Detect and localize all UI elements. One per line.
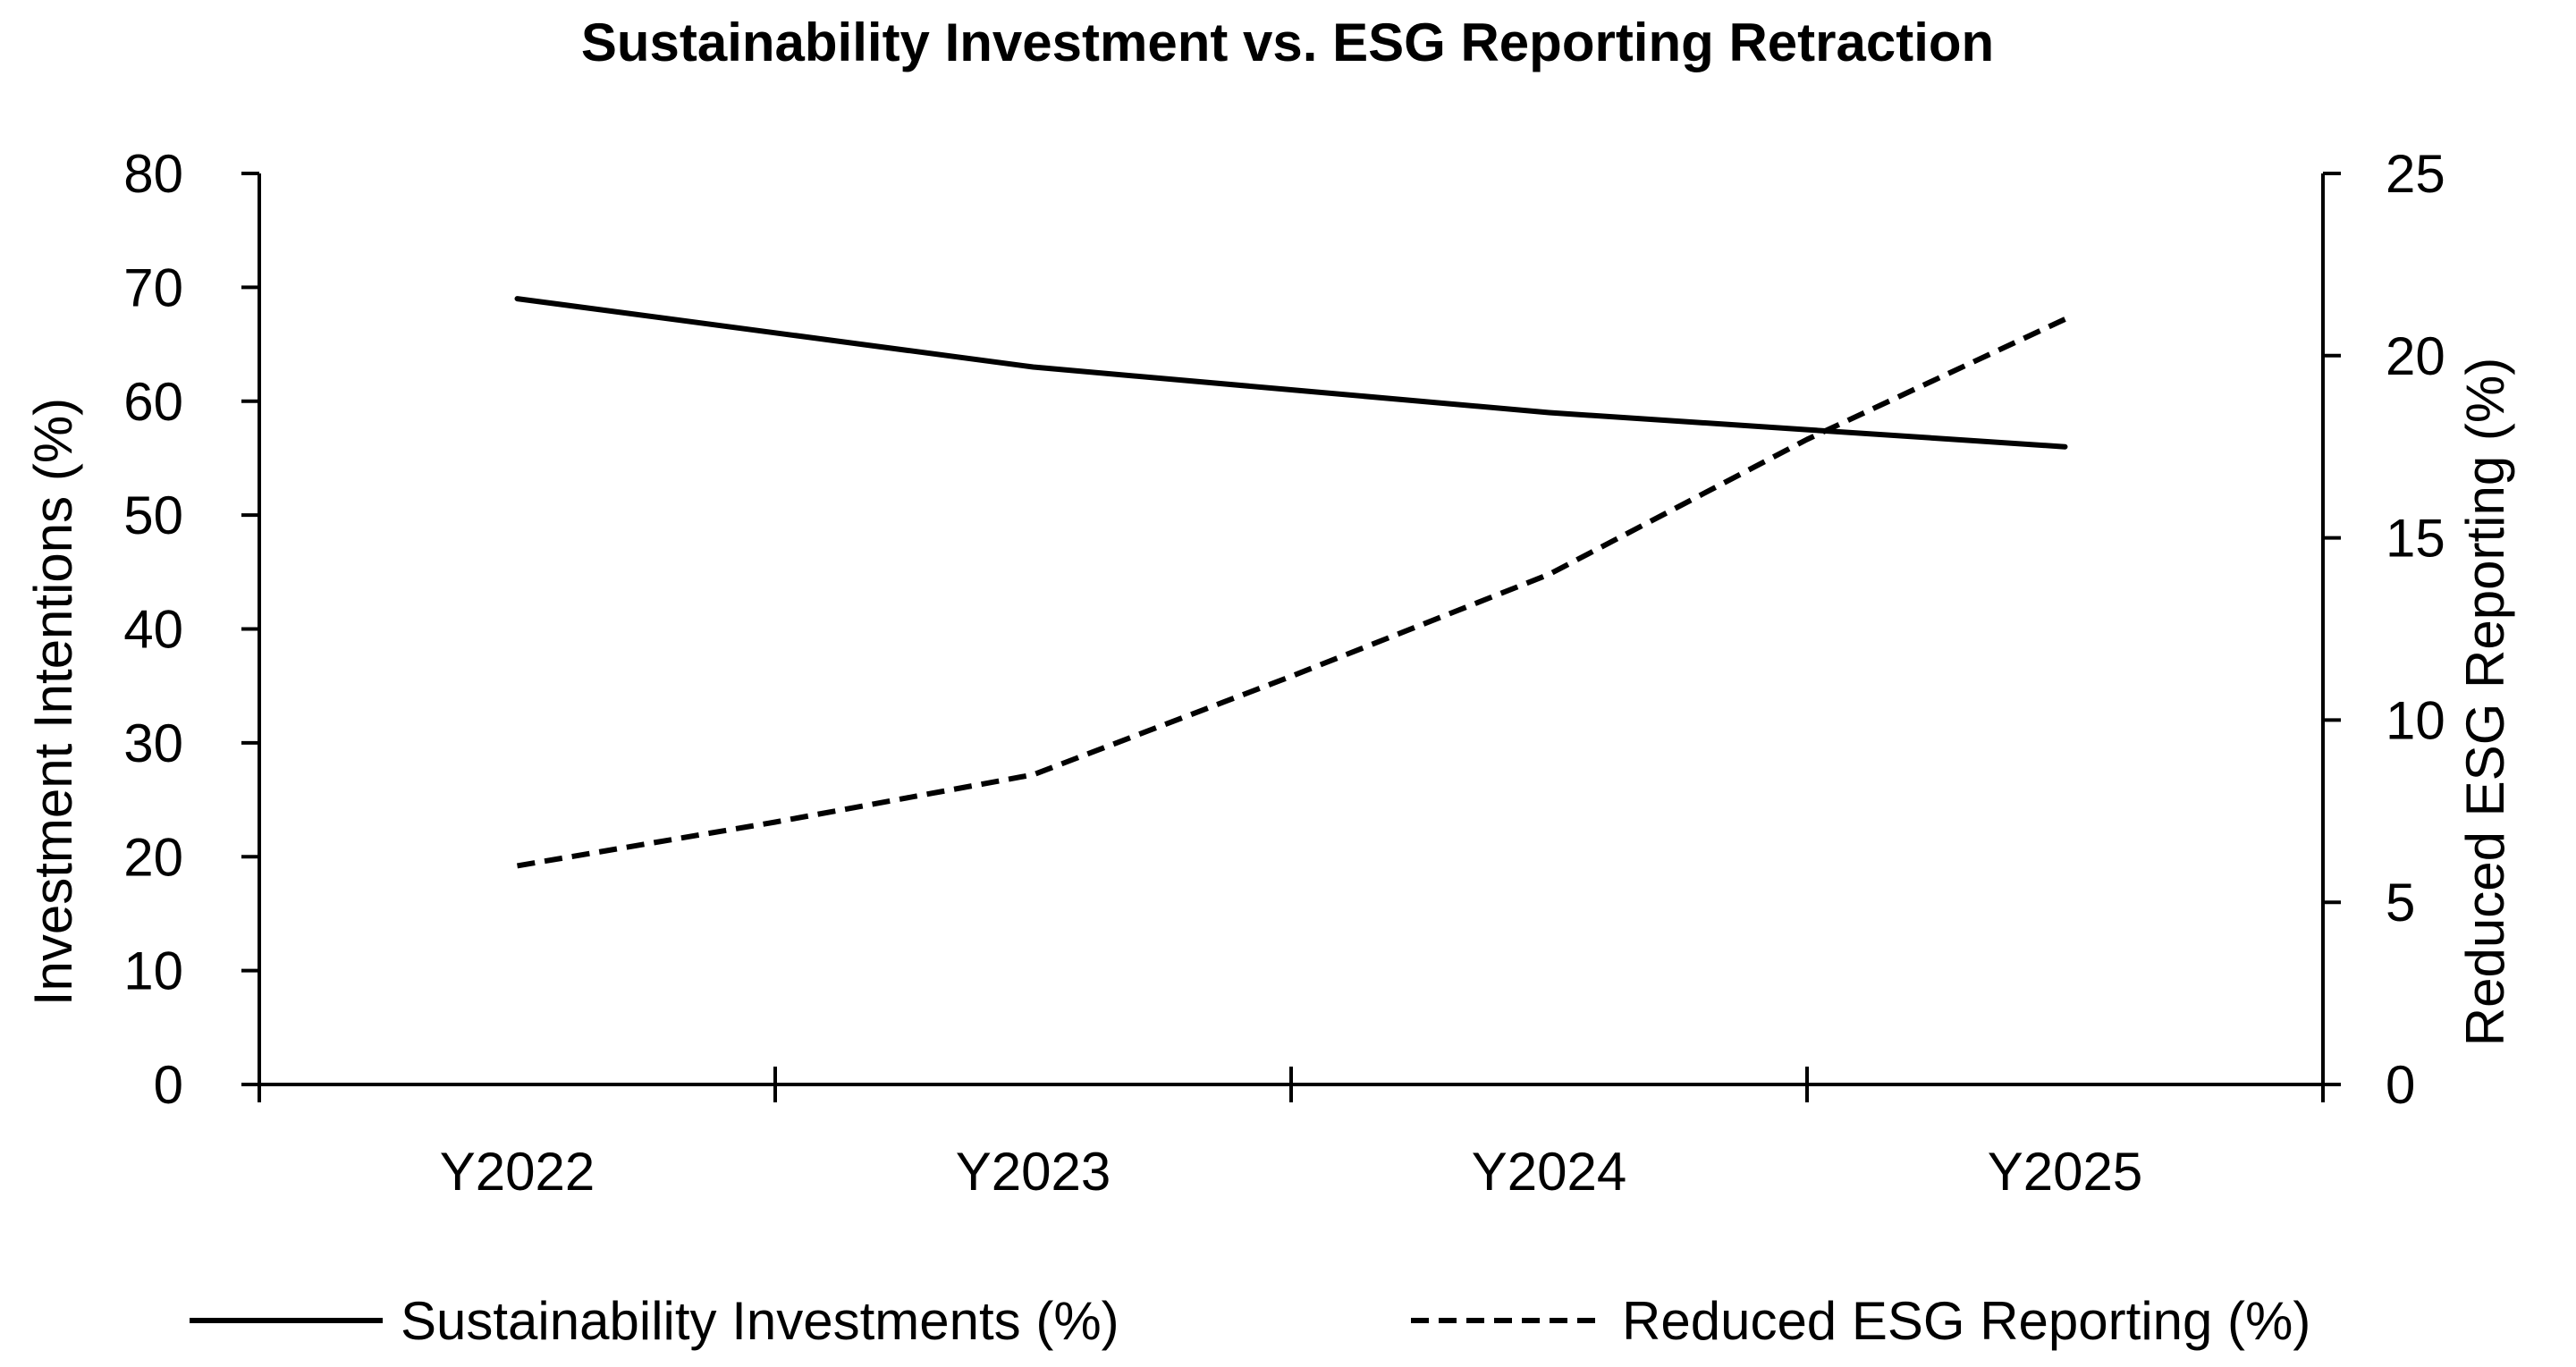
left-y-tick-label: 80 xyxy=(123,144,183,204)
right-axis-title-group: Reduced ESG Reporting (%) xyxy=(2455,358,2515,1046)
legend-label-sustainability-investments: Sustainability Investments (%) xyxy=(401,1291,1119,1351)
left-y-tick-label: 60 xyxy=(123,372,183,432)
x-tick-label: Y2023 xyxy=(956,1142,1111,1202)
series-layer xyxy=(514,296,2068,869)
right-y-tick-label: 20 xyxy=(2386,326,2445,386)
left-y-tick-label: 30 xyxy=(123,713,183,773)
right-y-tick-label: 0 xyxy=(2386,1055,2415,1115)
legend: Sustainability Investments (%) Reduced ES… xyxy=(190,1291,2310,1351)
left-y-tick-label: 40 xyxy=(123,600,183,660)
legend-label-reduced-esg-reporting: Reduced ESG Reporting (%) xyxy=(1622,1291,2310,1351)
x-tick-label: Y2024 xyxy=(1472,1142,1627,1202)
right-y-tick-label: 10 xyxy=(2386,690,2445,750)
left-y-tick-label: 0 xyxy=(154,1055,183,1115)
series-line-reduced-esg-reporting xyxy=(516,316,2066,869)
series-line-sustainability-investments xyxy=(514,296,2068,450)
right-y-tick-label: 5 xyxy=(2386,873,2415,932)
x-tick-label: Y2025 xyxy=(1988,1142,2143,1202)
chart-title: Sustainability Investment vs. ESG Report… xyxy=(581,13,1994,72)
right-y-tick-label: 15 xyxy=(2386,509,2445,569)
left-y-tick-label: 20 xyxy=(123,827,183,887)
left-y-tick-label: 10 xyxy=(123,941,183,1001)
axes-layer: 0 10 20 30 40 50 60 70 80 0 5 10 15 20 25 Y2022 Y2023 Y20… xyxy=(123,144,2445,1202)
left-y-tick-label: 70 xyxy=(123,257,183,317)
left-axis-title-group: Investment Intentions (%) xyxy=(23,398,83,1006)
right-axis-title: Reduced ESG Reporting (%) xyxy=(2455,358,2515,1046)
right-y-tick-label: 25 xyxy=(2386,144,2445,204)
left-y-tick-label: 50 xyxy=(123,485,183,545)
x-tick-label: Y2022 xyxy=(440,1142,595,1202)
left-axis-title: Investment Intentions (%) xyxy=(23,398,83,1006)
